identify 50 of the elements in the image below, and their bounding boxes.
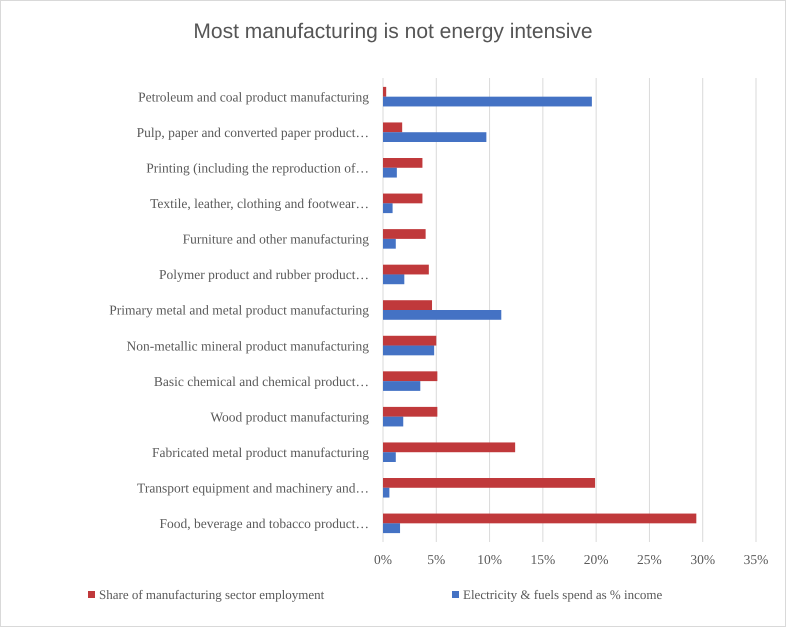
x-tick-label: 10% (477, 552, 502, 567)
x-tick-label: 15% (530, 552, 556, 567)
bar (383, 442, 516, 452)
bar (383, 406, 438, 417)
bar (383, 514, 696, 524)
y-tick-label: Food, beverage and tobacco product… (159, 516, 369, 532)
bar (383, 416, 404, 426)
bar (383, 346, 434, 356)
y-tick-label: Transport equipment and machinery and… (137, 480, 369, 496)
x-tick-label: 5% (427, 552, 446, 567)
bar (383, 229, 426, 239)
y-tick-label: Primary metal and metal product manufacturing (109, 302, 370, 318)
y-tick-label: Printing (including the reproduction of… (146, 160, 369, 176)
bar (383, 132, 486, 142)
bar (383, 478, 596, 488)
y-tick-label: Polymer product and rubber product… (159, 267, 369, 282)
bar (383, 96, 592, 106)
y-tick-label: Pulp, paper and converted paper product… (136, 124, 369, 140)
legend-label: Electricity & fuels spend as % income (463, 587, 662, 602)
bar (383, 523, 400, 534)
bar (383, 168, 397, 178)
y-tick-label: Textile, leather, clothing and footwear… (150, 196, 369, 212)
y-tick-label: Non-metallic mineral product manufacturing (126, 338, 370, 354)
y-tick-label: Fabricated metal product manufacturing (152, 444, 370, 460)
bar (383, 488, 390, 498)
bar (383, 238, 396, 249)
x-tick-label: 30% (690, 552, 716, 567)
x-tick-label: 20% (584, 552, 609, 567)
x-tick-label: 35% (744, 552, 768, 567)
bar (383, 158, 422, 168)
bar (383, 452, 396, 462)
bar (383, 264, 429, 274)
bar (383, 122, 402, 132)
bar (383, 371, 438, 382)
legend-label: Share of manufacturing sector employment (99, 587, 325, 602)
bar (383, 336, 436, 346)
chart-title: Most manufacturing is not energy intensive (193, 20, 593, 43)
bar (383, 194, 422, 204)
bar (383, 86, 386, 97)
y-tick-label: Petroleum and coal product manufacturing (138, 89, 370, 104)
y-tick-label: Wood product manufacturing (210, 409, 370, 424)
x-tick-label: 0% (374, 552, 392, 567)
x-tick-label: 25% (637, 552, 662, 567)
y-tick-label: Basic chemical and chemical product… (154, 374, 369, 389)
bar (383, 203, 393, 214)
bar (383, 300, 432, 310)
y-tick-label: Furniture and other manufacturing (182, 232, 370, 247)
bar (383, 310, 502, 320)
bar (383, 381, 420, 391)
bar (383, 274, 404, 284)
